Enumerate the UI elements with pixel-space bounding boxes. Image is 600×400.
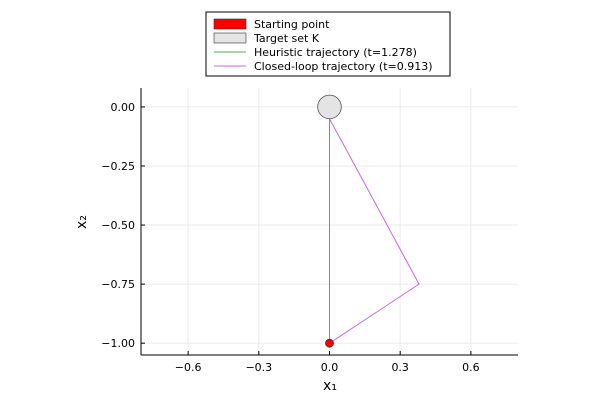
x-tick-label: 0.3 bbox=[391, 361, 409, 374]
legend-label: Target set K bbox=[253, 32, 320, 45]
legend-label: Starting point bbox=[254, 18, 330, 31]
target-set-disk bbox=[317, 94, 342, 120]
y-tick-label: −0.75 bbox=[101, 278, 135, 291]
legend-box bbox=[205, 11, 451, 77]
axes bbox=[140, 88, 518, 356]
y-tick-label: −0.25 bbox=[101, 160, 135, 173]
y-tick-label: −1.00 bbox=[101, 337, 135, 350]
legend-label: Heuristic trajectory (t=1.278) bbox=[254, 46, 417, 59]
y-axis-title: x₂ bbox=[74, 215, 90, 229]
y-tick-label: −0.50 bbox=[101, 219, 135, 232]
plot-marks bbox=[317, 94, 420, 348]
legend-swatch-box bbox=[213, 18, 247, 30]
x-tick-label: −0.6 bbox=[175, 361, 202, 374]
tick-labels: −0.6 −0.3 0.0 0.3 0.6 0.00 −0.25 −0.50 −0.75 −1.0… bbox=[101, 101, 479, 374]
starting-point-marker bbox=[325, 338, 334, 348]
legend-label: Closed-loop trajectory (t=0.913) bbox=[254, 60, 433, 73]
trajectory-line bbox=[329, 118, 420, 344]
y-tick-label: 0.00 bbox=[111, 101, 136, 114]
x-tick-label: 0.6 bbox=[462, 361, 480, 374]
x-axis-title: x₁ bbox=[323, 378, 337, 394]
x-tick-label: −0.3 bbox=[245, 361, 272, 374]
x-tick-label: 0.0 bbox=[321, 361, 339, 374]
legend-swatch-box bbox=[213, 32, 247, 44]
